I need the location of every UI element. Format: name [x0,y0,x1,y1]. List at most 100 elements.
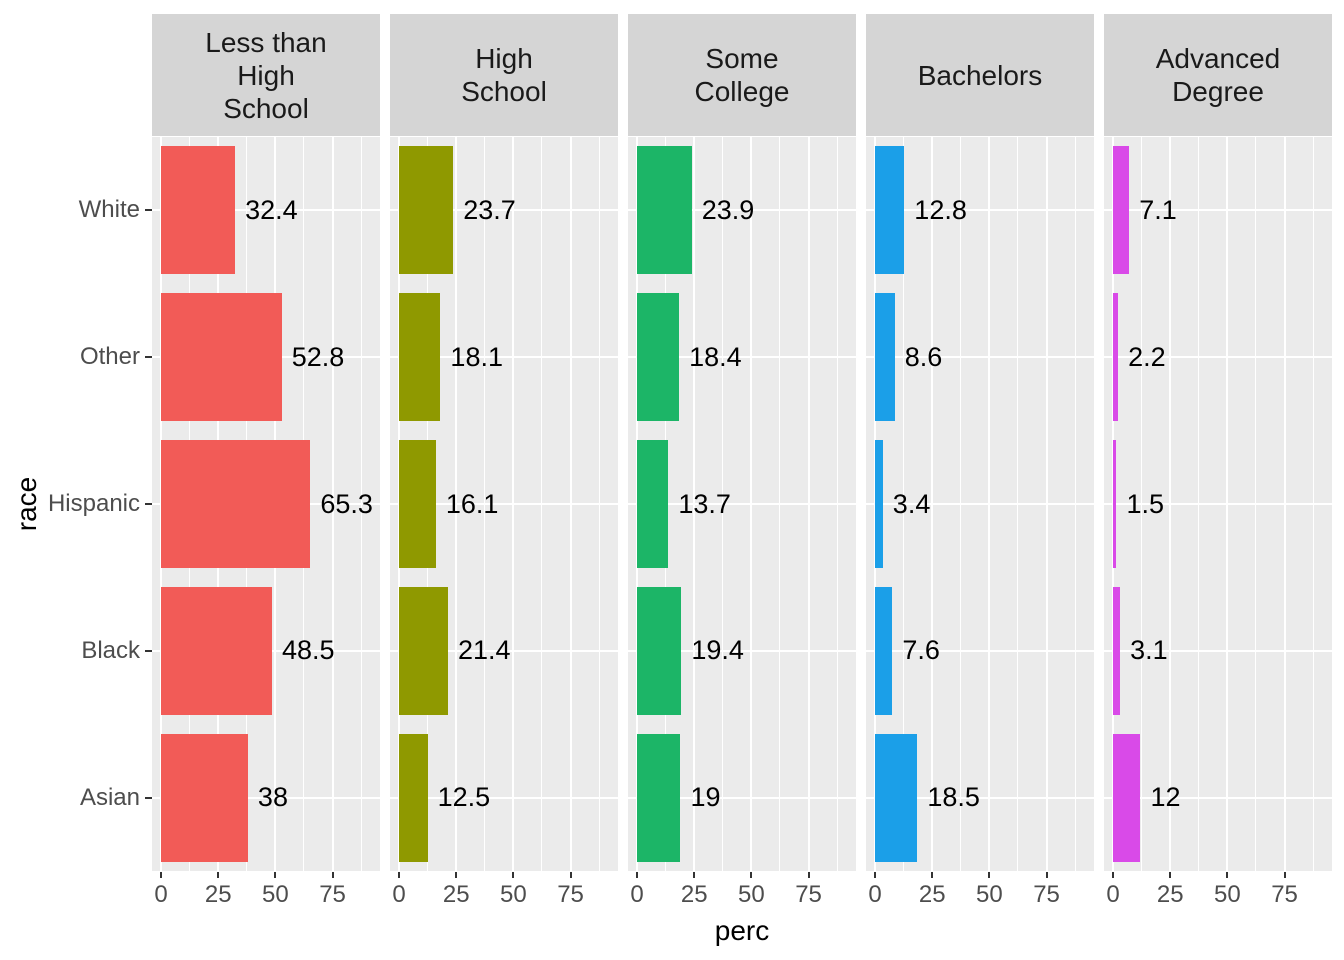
x-tick-label: 75 [1033,881,1060,908]
bar-some-college-asian [637,733,681,862]
facet-strip-label-line: College [694,76,790,107]
grid-major-hline [866,649,1094,652]
x-tick-mark [931,872,934,878]
x-tick-label: 0 [154,881,168,908]
facet-strip-advanced-degree: Advanced Degree [1104,14,1332,136]
x-tick-label: 25 [204,881,232,908]
bar-some-college-white [637,146,692,275]
y-tick-mark [145,503,152,505]
bar-bachelors-white [875,146,905,275]
x-tick-mark [398,872,401,878]
facet-panel-less-than-high-school: 32.4 52.8 65.3 48.5 38 [152,137,380,871]
y-axis-label-hispanic: Hispanic [47,490,140,517]
bar-some-college-black [637,586,682,715]
bar-less-than-high-school-other [161,293,282,422]
x-tick-label: 50 [976,881,1003,908]
x-tick-mark [1226,872,1229,878]
bar-bachelors-asian [875,733,918,862]
y-axis-label-white: White [78,196,140,224]
x-tick-label: 25 [680,881,708,908]
bar-bachelors-other [875,293,895,422]
facet-panel-high-school: 23.7 18.1 16.1 21.4 12.5 [390,137,618,871]
value-label-high-school-black: 21.4 [457,635,511,666]
value-label-high-school-other: 18.1 [450,341,503,372]
value-label-less-than-high-school-other: 52.8 [291,341,345,372]
x-tick-label: 50 [738,881,765,908]
value-label-less-than-high-school-asian: 38 [257,782,288,813]
bar-less-than-high-school-asian [161,733,248,862]
facet-strip-less-than-high-school: Less than High School [152,14,380,136]
value-label-less-than-high-school-black: 48.5 [281,635,335,666]
facet-strip-label-line: Less than [205,26,327,58]
facet-strip-label-line: High [237,59,295,91]
x-tick-mark [160,872,163,878]
facet-panel-bachelors: 12.8 8.6 3.4 7.6 18.5 [866,137,1094,871]
grid-major-hline [390,649,618,652]
value-label-some-college-asian: 19 [690,782,721,813]
x-tick-mark [331,872,334,878]
facet-panel-some-college: 23.9 18.4 13.7 19.4 19 [628,137,856,871]
bar-less-than-high-school-white [161,146,236,275]
x-tick-mark [988,872,991,878]
bar-bachelors-hispanic [875,440,883,568]
x-tick-mark [693,872,696,878]
x-tick-label: 0 [630,881,644,908]
grid-major-hline [628,503,856,505]
value-label-high-school-asian: 12.5 [437,782,491,813]
x-tick-mark [569,872,572,878]
x-tick-mark [217,872,220,878]
grid-major-hline [628,649,856,652]
grid-major-hline [390,356,618,359]
facet-strip-label-line: School [461,76,547,107]
facet-strip-bachelors: Bachelors [866,14,1094,136]
value-label-bachelors-hispanic: 3.4 [892,488,931,519]
x-tick-label: 75 [795,881,822,908]
bar-high-school-white [399,146,454,275]
x-tick-label: 25 [442,881,470,908]
x-tick-label: 75 [557,881,584,908]
grid-major-hline [390,796,618,799]
bar-high-school-black [399,586,448,715]
x-tick-mark [636,872,639,878]
facet-strip-some-college: Some College [628,14,856,136]
x-tick-label: 0 [1106,881,1120,908]
x-tick-mark [807,872,810,878]
value-label-less-than-high-school-white: 32.4 [245,194,298,225]
grid-major-hline [390,503,618,505]
grid-major-hline [628,356,856,359]
x-tick-mark [750,872,753,878]
value-label-bachelors-white: 12.8 [914,194,967,225]
grid-major-hline [866,356,1094,359]
facet-strip-label-line: High [475,43,533,74]
bar-less-than-high-school-black [161,586,272,715]
x-tick-label: 50 [262,881,289,908]
grid-major-hline [1104,356,1332,359]
bar-advanced-degree-asian [1113,733,1141,862]
y-axis-label-black: Black [81,636,140,664]
bar-advanced-degree-white [1113,146,1130,275]
x-tick-mark [1169,872,1172,878]
value-label-some-college-black: 19.4 [691,635,744,666]
x-tick-label: 50 [1214,881,1241,908]
value-label-high-school-hispanic: 16.1 [445,488,499,519]
grid-major-hline [628,796,856,799]
x-tick-mark [455,872,458,878]
x-tick-mark [1045,872,1048,878]
grid-major-hline [1104,503,1332,505]
x-tick-mark [512,872,515,878]
y-tick-mark [145,356,152,359]
facet-strip-label-line: Advanced [1155,43,1281,74]
y-tick-mark [145,209,152,212]
bar-advanced-degree-hispanic [1113,440,1117,568]
facet-strip-label-line: Some [705,43,779,74]
bar-high-school-hispanic [399,440,436,568]
y-axis-label-other: Other [79,343,140,371]
grid-major-hline [628,209,856,212]
grid-major-hline [152,796,380,799]
x-tick-mark [1112,872,1115,878]
facet-strip-label-line: School [223,92,309,124]
facet-strip-label-line: Bachelors [917,59,1043,91]
value-label-advanced-degree-black: 3.1 [1130,635,1168,666]
value-label-advanced-degree-asian: 12 [1150,782,1181,813]
